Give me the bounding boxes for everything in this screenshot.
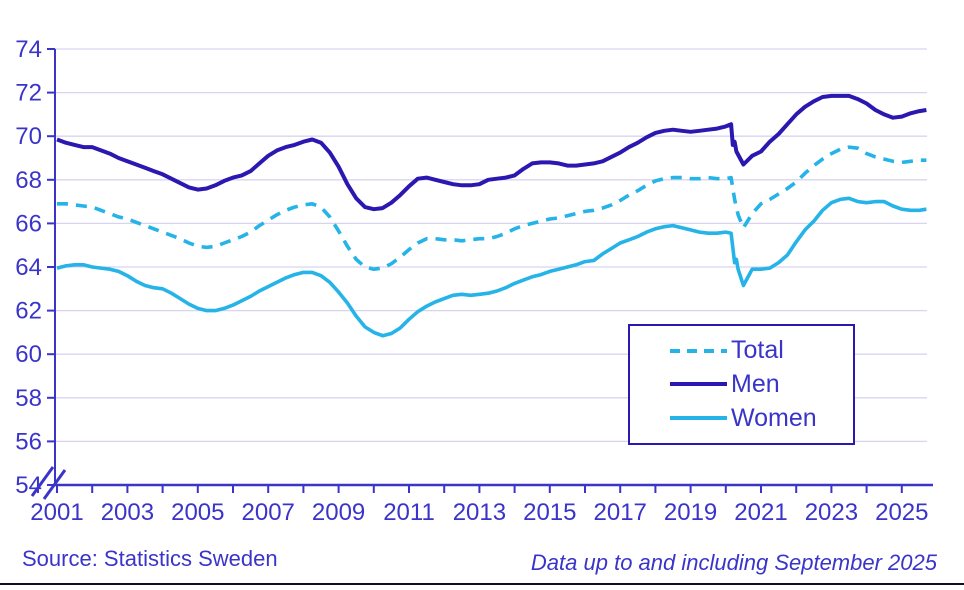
y-tick-label-70: 70 bbox=[15, 123, 42, 150]
series-women-line bbox=[56, 196, 927, 338]
y-tick-label-66: 66 bbox=[15, 210, 42, 237]
legend-label-total: Total bbox=[731, 336, 784, 365]
women-solid-line-sample bbox=[670, 416, 727, 421]
series-total-line bbox=[57, 145, 927, 271]
y-tick-label-58: 58 bbox=[15, 385, 42, 412]
chart-legend: Total Men Women bbox=[628, 324, 855, 445]
x-tick-label-2013: 2013 bbox=[453, 499, 506, 526]
legend-item-women: Women bbox=[670, 403, 853, 432]
x-tick-label-2007: 2007 bbox=[242, 499, 295, 526]
legend-label-men: Men bbox=[731, 369, 780, 398]
x-tick-label-2011: 2011 bbox=[383, 499, 435, 526]
axis-break-slash-2 bbox=[42, 469, 67, 500]
series-men-line bbox=[56, 93, 927, 212]
y-tick-label-68: 68 bbox=[15, 167, 42, 194]
x-tick-label-2021: 2021 bbox=[734, 499, 787, 526]
x-tick-label-2017: 2017 bbox=[594, 499, 647, 526]
total-dashed-line-sample bbox=[670, 348, 727, 353]
x-tick-label-2003: 2003 bbox=[101, 499, 154, 526]
source-text: Source: Statistics Sweden bbox=[22, 546, 278, 571]
x-tick-label-2015: 2015 bbox=[523, 499, 576, 526]
data-note-text: Data up to and including September 2025 bbox=[530, 550, 937, 575]
x-tick-label-2023: 2023 bbox=[805, 499, 858, 526]
y-tick-label-72: 72 bbox=[15, 80, 42, 107]
legend-label-women: Women bbox=[731, 403, 817, 432]
x-tick-label-2019: 2019 bbox=[664, 499, 717, 526]
y-tick-label-62: 62 bbox=[15, 298, 42, 325]
x-tick-label-2025: 2025 bbox=[875, 499, 928, 526]
y-tick-label-60: 60 bbox=[15, 341, 42, 368]
y-tick-label-54: 54 bbox=[15, 472, 42, 499]
y-tick-label-74: 74 bbox=[15, 36, 42, 63]
bottom-divider-bar bbox=[0, 583, 964, 585]
men-solid-line-sample bbox=[670, 382, 727, 387]
legend-item-men: Men bbox=[670, 369, 853, 398]
y-tick-label-56: 56 bbox=[15, 428, 42, 455]
x-tick-label-2001: 2001 bbox=[30, 499, 83, 526]
y-tick-label-64: 64 bbox=[15, 254, 42, 281]
axis-break-slash-1 bbox=[30, 466, 55, 497]
legend-item-total: Total bbox=[670, 338, 853, 363]
x-tick-label-2005: 2005 bbox=[171, 499, 224, 526]
x-tick-label-2009: 2009 bbox=[312, 499, 365, 526]
